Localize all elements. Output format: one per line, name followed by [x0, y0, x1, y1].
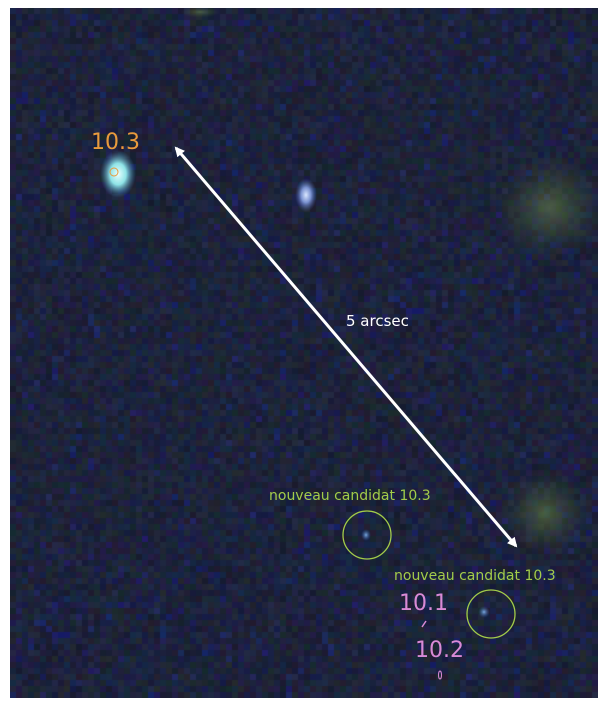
faint-candidate-source-lower	[478, 606, 490, 618]
orange-marker-circle	[109, 167, 119, 177]
faint-candidate-source	[361, 529, 371, 541]
diffuse-galaxy-lower-right	[500, 468, 590, 558]
candidate-circle-upper	[342, 510, 392, 560]
scale-arrow	[174, 146, 518, 548]
top-edge-source	[180, 8, 220, 18]
label-candidate-upper: nouveau candidat 10.3	[269, 488, 431, 504]
pink-marker-10-1	[421, 620, 427, 628]
label-pink-10-2: 10.2	[415, 638, 464, 663]
annotation-overlay	[100, 8, 598, 680]
pink-marker-10-2	[438, 670, 442, 680]
astronomy-image: 10.3 5 arcsec nouveau candidat 10.3 nouv…	[10, 8, 598, 698]
label-candidate-lower: nouveau candidat 10.3	[394, 568, 556, 584]
label-scale-bar: 5 arcsec	[346, 312, 409, 330]
label-orange-10-3: 10.3	[91, 130, 140, 155]
diffuse-galaxy-upper-right	[490, 153, 598, 263]
candidate-circle-lower	[466, 589, 516, 639]
label-pink-10-1: 10.1	[399, 591, 448, 616]
bright-source-center	[295, 178, 317, 212]
